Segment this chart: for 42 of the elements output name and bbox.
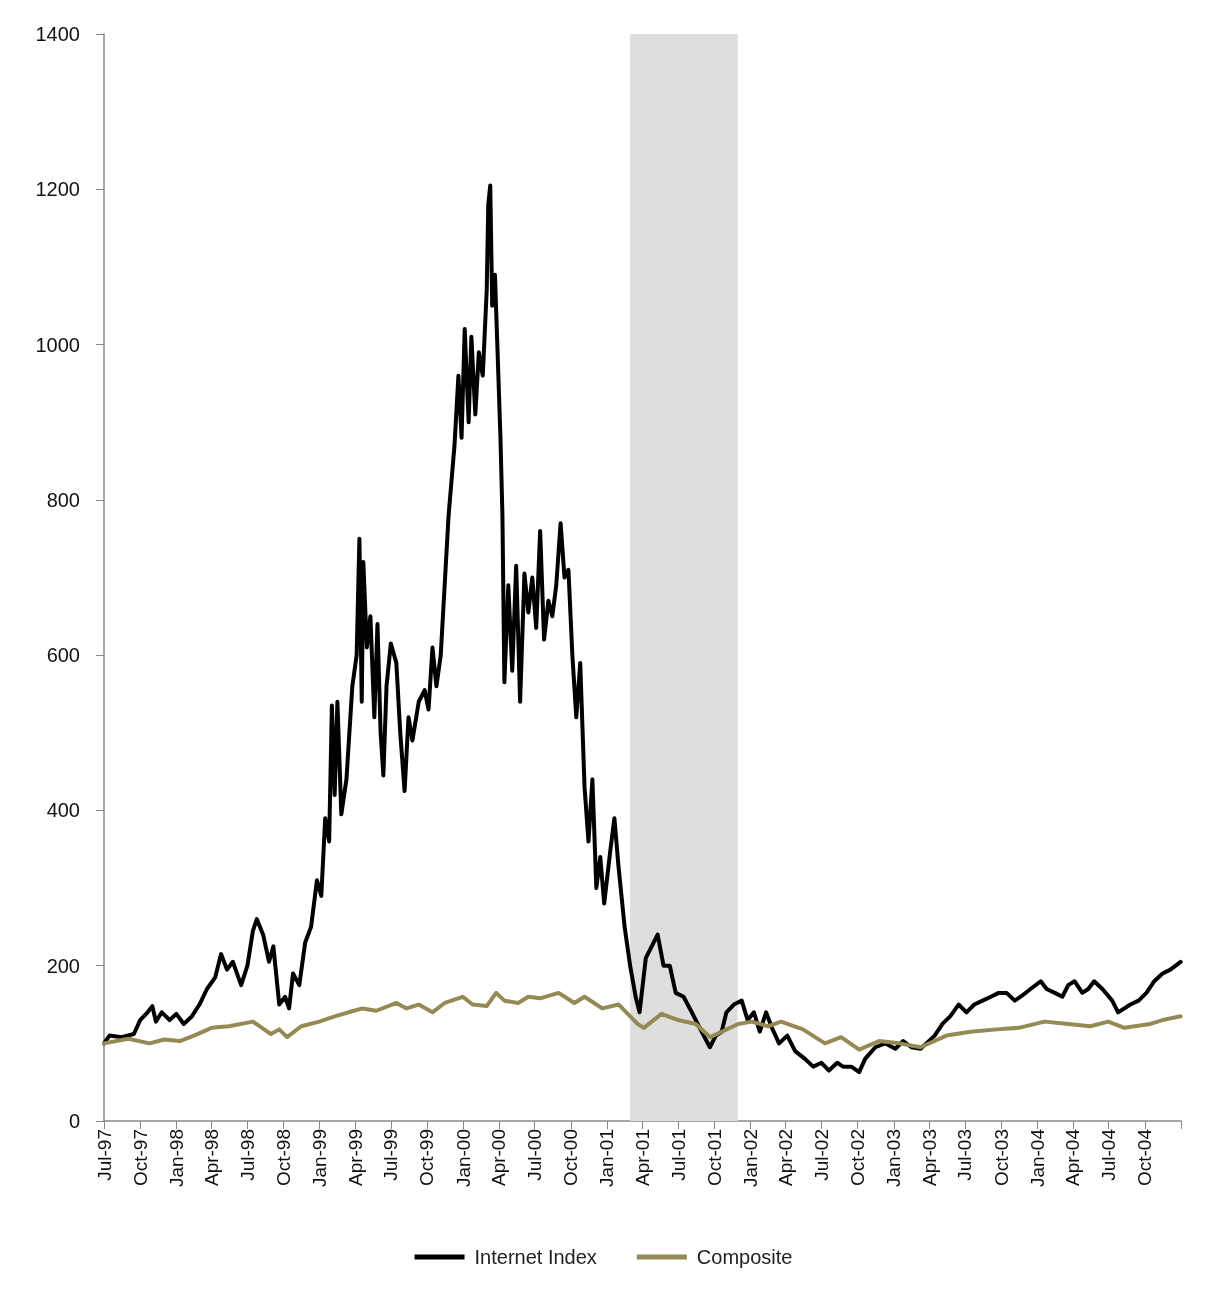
x-tick-label: Oct-99	[416, 1129, 438, 1187]
x-tick-label: Apr-00	[488, 1129, 510, 1187]
x-tick-label: Jul-02	[810, 1129, 832, 1181]
y-tick-label: 600	[46, 644, 80, 667]
y-tick-label: 1000	[35, 333, 80, 356]
line-series	[102, 990, 1183, 1052]
x-tick-label: Apr-99	[344, 1129, 366, 1187]
legend-label: Composite	[696, 1246, 793, 1268]
x-tick-label: Apr-98	[201, 1129, 223, 1187]
line-series	[102, 183, 1183, 1075]
y-tick-label: 1200	[35, 178, 80, 201]
x-tick-label: Jan-02	[739, 1129, 761, 1188]
x-tick-label: Apr-04	[1062, 1128, 1084, 1187]
x-tick-label: Jul-01	[667, 1129, 689, 1181]
x-tick-label: Jul-97	[93, 1129, 115, 1181]
x-tick-label: Oct-04	[1134, 1128, 1156, 1187]
y-tick-label: 1400	[35, 23, 80, 45]
legend-label: Internet Index	[474, 1246, 597, 1268]
x-tick-label: Jul-03	[954, 1129, 976, 1181]
x-tick-label: Oct-98	[273, 1129, 295, 1187]
y-tick-label: 200	[46, 954, 80, 977]
x-tick-label: Oct-00	[560, 1129, 582, 1187]
x-tick-label: Jan-00	[452, 1129, 474, 1188]
x-tick-label: Jan-99	[309, 1129, 331, 1188]
y-tick-label: 400	[46, 799, 80, 822]
x-tick-label: Jul-99	[380, 1129, 402, 1181]
x-tick-label: Jan-04	[1026, 1128, 1048, 1188]
x-tick-label: Apr-03	[918, 1129, 940, 1187]
x-tick-label: Jul-00	[524, 1129, 546, 1181]
x-tick-label: Oct-02	[847, 1129, 869, 1187]
x-tick-label: Oct-01	[703, 1129, 725, 1187]
x-tick-label: Apr-01	[631, 1129, 653, 1187]
x-tick-label: Jul-04	[1098, 1128, 1120, 1181]
x-tick-label: Apr-02	[775, 1129, 797, 1187]
x-tick-label: Jan-01	[596, 1129, 618, 1188]
y-tick-label: 0	[68, 1110, 80, 1132]
x-tick-label: Oct-97	[129, 1129, 151, 1187]
x-tick-label: Oct-03	[990, 1129, 1012, 1187]
x-tick-label: Jan-98	[165, 1129, 187, 1188]
x-tick-label: Jul-98	[236, 1129, 258, 1181]
x-tick-label: Jan-03	[883, 1129, 905, 1188]
y-tick-label: 800	[46, 488, 80, 511]
